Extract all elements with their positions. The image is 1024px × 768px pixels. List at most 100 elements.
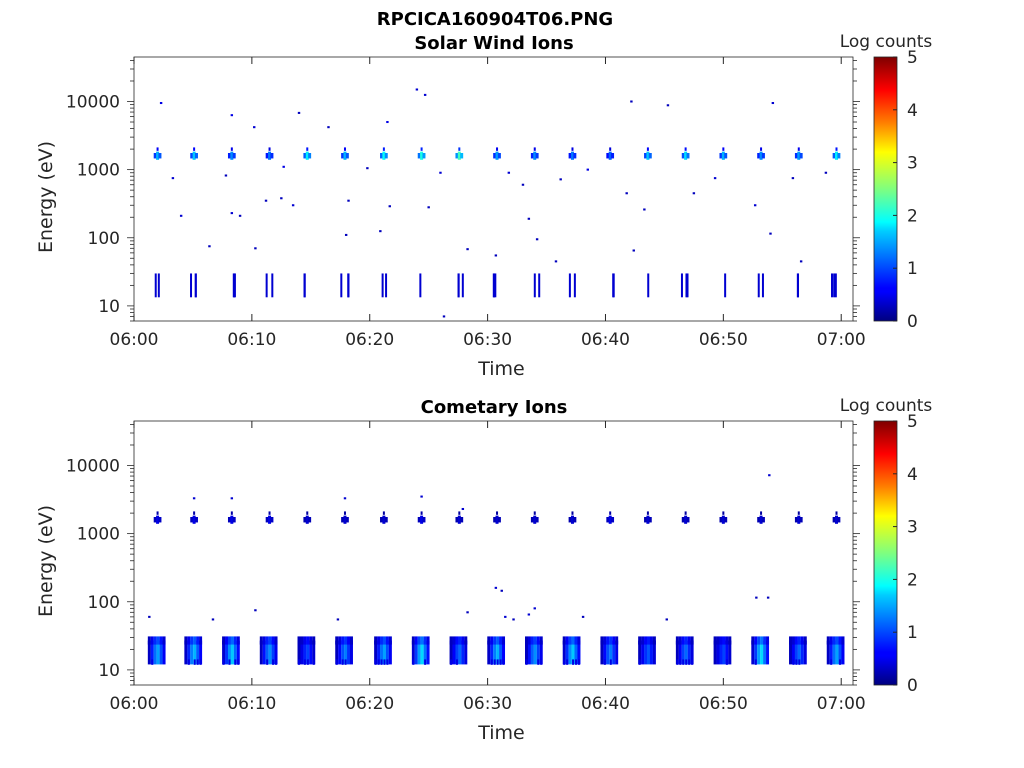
heatmap-cell [156,511,159,515]
heatmap-cell [757,273,760,298]
heatmap-cell [383,659,386,665]
heatmap-cell [305,515,309,524]
heatmap-cell [265,636,269,645]
heatmap-cell [609,640,613,665]
heatmap-cell [713,636,717,645]
heatmap-cell [612,636,616,645]
heatmap-cell [442,315,446,318]
heatmap-cell [222,636,226,645]
heatmap-cell [571,640,575,665]
heatmap-cell [490,640,494,665]
heatmap-cell [380,640,384,665]
heatmap-cell [312,636,316,645]
heatmap-cell [760,636,764,645]
heatmap-cell [385,273,388,298]
heatmap-cell [504,615,507,618]
heatmap-cell [759,151,763,160]
heatmap-cell [533,511,536,515]
heatmap-cell [268,640,272,665]
heatmap-cell [603,636,607,645]
heatmap-cell [262,636,266,645]
heatmap-cell [832,516,836,523]
heatmap-cell [803,636,807,645]
heatmap-cell [309,636,313,645]
heatmap-cell [150,636,154,645]
heatmap-cell [158,516,162,523]
heatmap-cell [648,516,652,523]
heatmap-cell [291,204,295,207]
heatmap-cell [420,151,424,160]
heatmap-cell [420,495,423,498]
colorbar-tick-label: 1 [907,259,918,279]
heatmap-cell [763,636,767,645]
heatmap-cell [388,636,392,645]
heatmap-cell [259,640,263,665]
heatmap-cell [385,636,389,645]
heatmap-cell [490,636,494,645]
heatmap-cell [789,640,793,665]
heatmap-cell [455,152,459,159]
heatmap-cell [797,151,801,160]
heatmap-cell [721,151,725,160]
heatmap-cell [327,126,330,129]
heatmap-cell [493,659,496,665]
heatmap-cell [227,516,231,523]
heatmap-cell [420,511,423,515]
heatmap-cell [271,636,275,645]
heatmap-cell [156,515,160,524]
heatmap-cell [420,515,424,524]
heatmap-cell [535,152,539,159]
heatmap-cell [382,640,386,665]
heatmap-cell [719,516,723,523]
heatmap-cell [832,636,836,645]
heatmap-cell [158,152,162,159]
heatmap-cell [377,640,381,665]
heatmap-cell [725,640,729,665]
heatmap-cell [533,151,537,160]
heatmap-cell [187,640,191,665]
heatmap-cell [460,516,464,523]
heatmap-cell [192,497,196,500]
heatmap-cell [646,640,650,665]
heatmap-cell [382,151,386,160]
heatmap-cell [335,659,338,665]
heatmap-cell [499,636,503,645]
heatmap-cell [457,273,460,298]
heatmap-cell [527,636,531,645]
heatmap-cell [464,636,468,645]
heatmap-cell [615,640,619,665]
heatmap-cell [797,640,801,665]
heatmap-cell [537,659,540,665]
heatmap-cell [615,636,619,645]
heatmap-cell [691,659,694,665]
heatmap-cell [194,516,198,523]
heatmap-cell [535,516,539,523]
heatmap-cell [343,151,347,160]
heatmap-cell [420,147,423,151]
heatmap-cell [420,636,424,645]
heatmap-cell [282,165,285,168]
heatmap-cell [841,636,845,645]
heatmap-cell [824,171,828,174]
heatmap-cell [681,152,685,159]
heatmap-cell [760,147,763,151]
heatmap-cell [573,273,576,298]
x-tick-label: 06:10 [227,694,276,714]
y-tick-label: 10000 [66,93,120,113]
heatmap-cell [648,152,652,159]
heatmap-cell [606,152,610,159]
colorbar-tick-label: 1 [907,623,918,643]
heatmap-cell [225,636,229,645]
heatmap-cell [225,640,229,665]
heatmap-cell [577,636,581,645]
heatmap-cell [497,516,501,523]
heatmap-cell [649,640,653,665]
heatmap-cell [171,177,175,180]
heatmap-cell [274,636,278,645]
heatmap-cell [154,273,157,298]
heatmap-cell [644,640,648,665]
heatmap-cell [194,152,198,159]
y-tick-label: 100 [88,593,120,613]
heatmap-cell [306,659,309,665]
heatmap-cell [609,511,612,515]
